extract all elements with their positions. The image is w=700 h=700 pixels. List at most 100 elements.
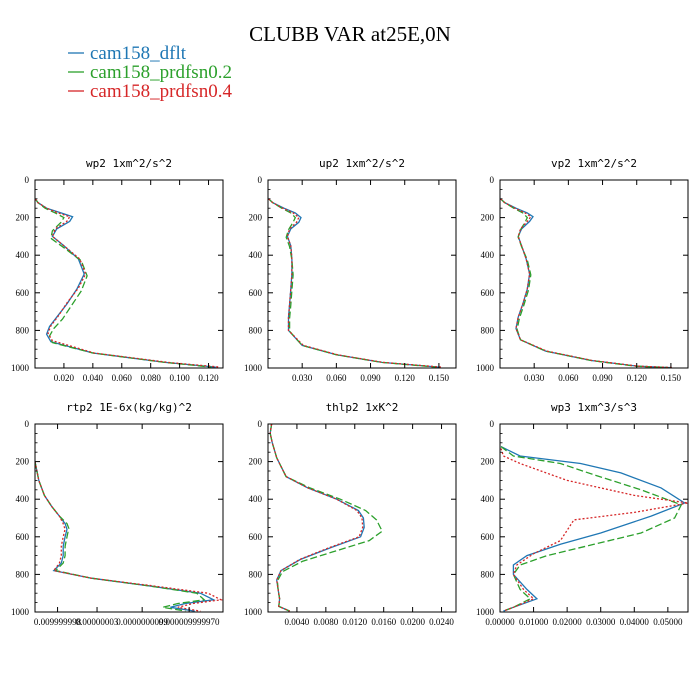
x-tick-label: 0.0240 (429, 617, 454, 627)
series-line-2 (35, 198, 221, 368)
series-line-0 (35, 461, 216, 612)
panel-title: thlp2 1xK^2 (326, 401, 399, 414)
y-tick-label: 200 (249, 457, 263, 467)
series-line-0 (35, 198, 216, 368)
x-tick-label: 0.0040 (285, 617, 310, 627)
chart-panel: vp2 1xm^2/s^2 0 200 400 600 800 1000 0.030 0.060… (476, 157, 689, 383)
y-tick-label: 1000 (476, 607, 495, 617)
y-tick-label: 0 (258, 175, 263, 185)
series-line-0 (269, 424, 365, 612)
y-tick-label: 0 (25, 175, 30, 185)
y-tick-label: 600 (16, 532, 30, 542)
x-tick-label: 0.060 (112, 373, 133, 383)
chart-panel: rtp2 1E-6x(kg/kg)^2 0 200 400 600 800 1000 0.00… (11, 401, 224, 627)
figure-title: CLUBB VAR at25E,0N (249, 22, 451, 46)
y-tick-label: 0 (258, 419, 263, 429)
y-tick-label: 600 (249, 288, 263, 298)
x-tick-label: 0.090 (360, 373, 381, 383)
y-tick-label: 800 (249, 325, 263, 335)
y-tick-label: 1000 (244, 363, 263, 373)
x-tick-label: 0.040 (83, 373, 104, 383)
y-tick-label: 1000 (11, 363, 30, 373)
plot-frame (499, 179, 689, 369)
x-tick-label: 0.090 (592, 373, 613, 383)
x-tick-label: 0.0160 (371, 617, 396, 627)
y-tick-label: 200 (481, 213, 495, 223)
panel-title: wp2 1xm^2/s^2 (86, 157, 172, 170)
y-tick-label: 1000 (476, 363, 495, 373)
panel-title: rtp2 1E-6x(kg/kg)^2 (66, 401, 192, 414)
x-tick-label: 0.009999998 (34, 617, 82, 627)
y-tick-label: 200 (16, 457, 30, 467)
series-line-2 (500, 448, 688, 612)
legend-label: cam158_prdfsn0.2 (90, 62, 232, 83)
y-tick-label: 200 (481, 457, 495, 467)
y-tick-label: 800 (481, 325, 495, 335)
plot-frame (267, 179, 457, 369)
x-tick-label: 0.02000 (553, 617, 583, 627)
series-line-2 (500, 198, 674, 368)
x-tick-label: 0.060 (558, 373, 579, 383)
x-tick-label: 0.03000 (586, 617, 616, 627)
panel-title: up2 1xm^2/s^2 (319, 157, 405, 170)
series-line-1 (269, 424, 384, 612)
legend: cam158_dfltcam158_prdfsn0.2cam158_prdfsn… (68, 43, 232, 102)
y-tick-label: 400 (481, 494, 495, 504)
y-tick-label: 200 (16, 213, 30, 223)
y-tick-label: 400 (249, 494, 263, 504)
y-tick-label: 0 (490, 175, 495, 185)
y-tick-label: 800 (249, 569, 263, 579)
plot-frame (34, 179, 224, 369)
y-tick-label: 0 (25, 419, 30, 429)
y-tick-label: 1000 (11, 607, 30, 617)
y-tick-label: 800 (481, 569, 495, 579)
x-tick-label: 0.0200 (400, 617, 425, 627)
x-tick-label: 0.030 (292, 373, 313, 383)
y-tick-label: 600 (249, 532, 263, 542)
y-tick-label: 400 (481, 250, 495, 260)
x-tick-label: 0.01000 (519, 617, 549, 627)
x-tick-label: 0.04000 (620, 617, 650, 627)
y-tick-label: 600 (481, 288, 495, 298)
x-tick-label: 0.150 (661, 373, 682, 383)
x-tick-label: 0.120 (198, 373, 219, 383)
x-tick-label: 0.150 (429, 373, 450, 383)
x-tick-label: 0.080 (141, 373, 162, 383)
x-tick-label: 0.00000003 (76, 617, 119, 627)
series-line-2 (268, 198, 442, 368)
chart-panel: wp2 1xm^2/s^2 0 200 400 600 800 1000 0.020 0.040… (11, 157, 224, 383)
x-tick-label: 0.0080 (313, 617, 338, 627)
x-tick-label: 0.120 (627, 373, 648, 383)
y-tick-label: 400 (16, 250, 30, 260)
series-line-1 (268, 198, 437, 368)
x-tick-label: 0.0120 (342, 617, 367, 627)
series-line-1 (35, 198, 212, 368)
chart-panel: up2 1xm^2/s^2 0 200 400 600 800 1000 0.030 0.060… (244, 157, 457, 383)
plot-frame (267, 423, 457, 613)
y-tick-label: 400 (16, 494, 30, 504)
chart-panel: thlp2 1xK^2 0 200 400 600 800 1000 0.0040 0.0080… (244, 401, 457, 627)
y-tick-label: 200 (249, 213, 263, 223)
plot-frame (499, 423, 689, 613)
panels: wp2 1xm^2/s^2 0 200 400 600 800 1000 0.020 0.040… (11, 157, 689, 627)
series-line-0 (500, 446, 687, 612)
y-tick-label: 0 (490, 419, 495, 429)
series-line-1 (35, 461, 206, 612)
legend-label: cam158_dflt (90, 43, 187, 64)
y-tick-label: 1000 (244, 607, 263, 617)
x-tick-label: 0.020 (54, 373, 75, 383)
x-tick-label: 0.05000 (653, 617, 683, 627)
y-tick-label: 800 (16, 569, 30, 579)
series-line-2 (35, 461, 223, 612)
legend-label: cam158_prdfsn0.4 (90, 81, 232, 102)
y-tick-label: 400 (249, 250, 263, 260)
x-tick-label: 0.000009999970 (159, 617, 220, 627)
x-tick-label: 0.0000000099 (116, 617, 168, 627)
panel-title: wp3 1xm^3/s^3 (551, 401, 637, 414)
series-line-2 (269, 424, 364, 612)
x-tick-label: 0.00000 (485, 617, 515, 627)
y-tick-label: 800 (16, 325, 30, 335)
panel-title: vp2 1xm^2/s^2 (551, 157, 637, 170)
y-tick-label: 600 (481, 532, 495, 542)
